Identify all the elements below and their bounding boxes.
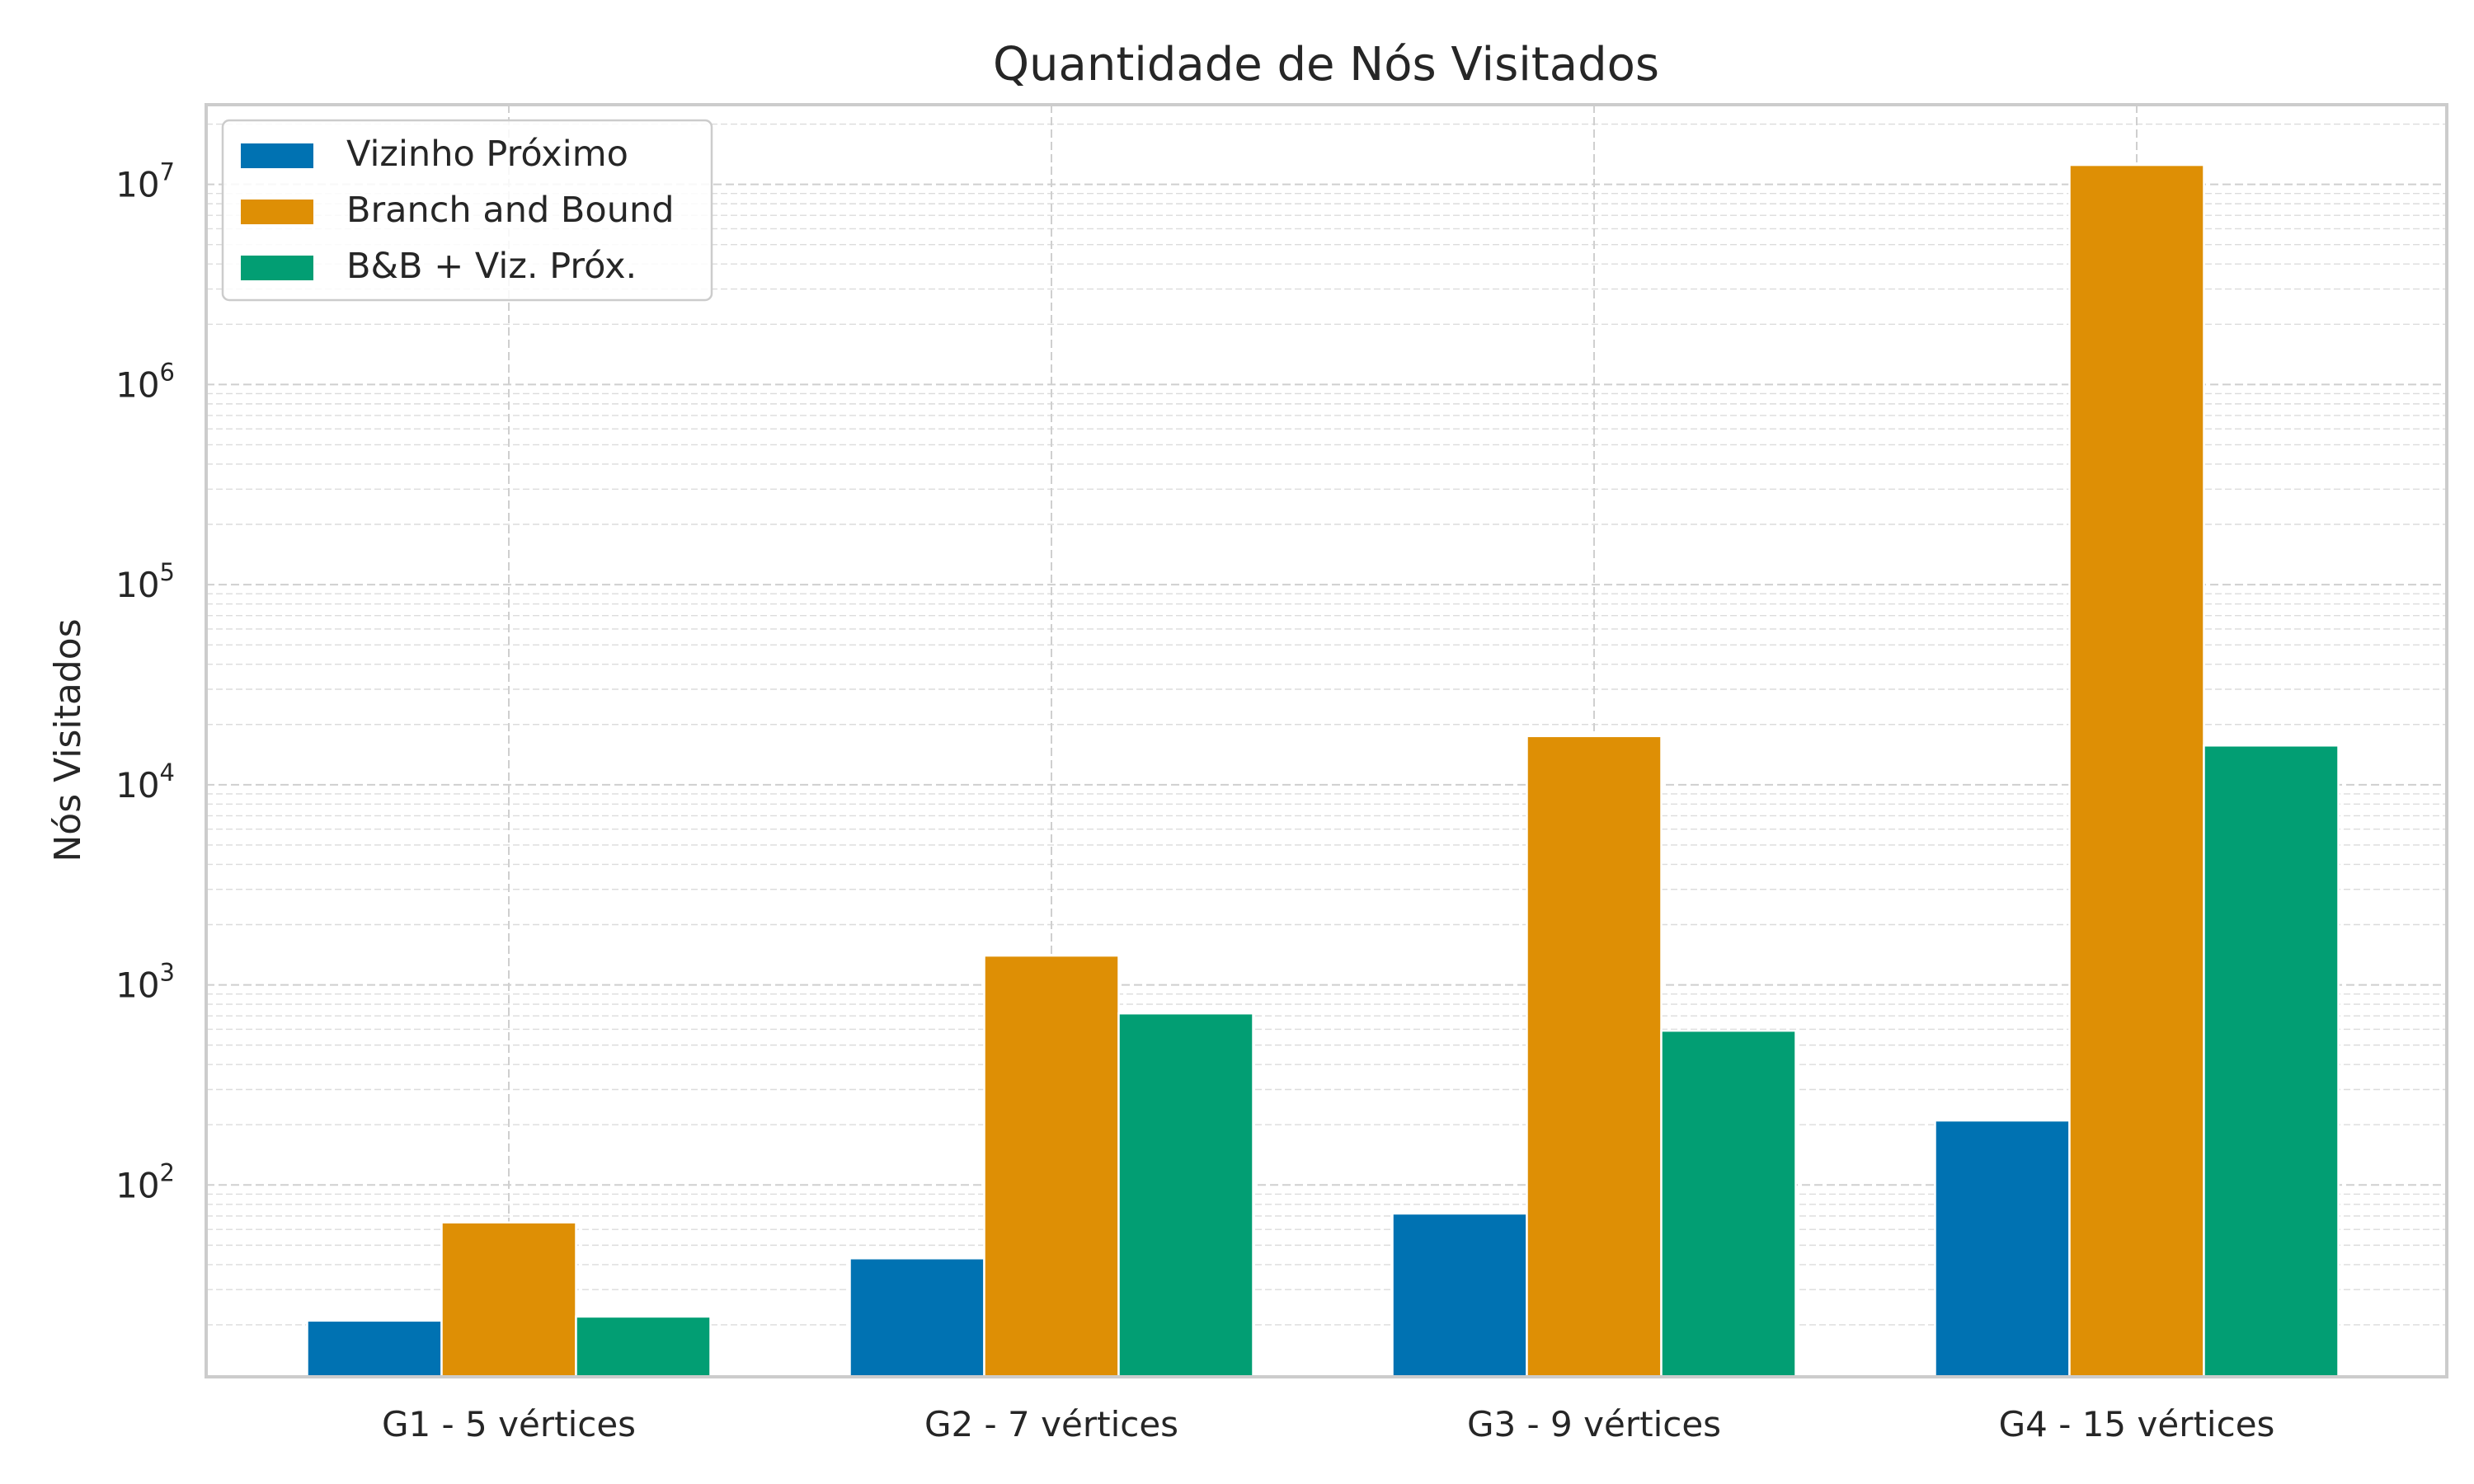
y-axis-ticks: 102 103 104 105 106 107 [115,158,175,1206]
bar-1-2 [849,1257,985,1378]
y-axis-label: Nós Visitados [47,618,89,862]
bar-1-4 [1934,1119,2071,1378]
bar-2-1 [440,1221,577,1378]
bar-3-2 [1117,1012,1254,1378]
y-tick-label: 107 [115,158,175,205]
legend-label: Branch and Bound [346,190,675,231]
legend-swatch [241,256,313,280]
legend-label: B&B + Viz. Próx. [346,246,637,287]
bars [306,163,2340,1378]
bar-1-1 [306,1319,443,1378]
x-tick-label: G4 - 15 vértices [1999,1404,2275,1444]
legend-label: Vizinho Próximo [346,134,628,175]
grid [206,105,2447,1377]
bar-3-4 [2203,744,2340,1378]
x-tick-label: G3 - 9 vértices [1467,1404,1721,1444]
x-tick-label: G2 - 7 vértices [924,1404,1178,1444]
x-tick-label: G1 - 5 vértices [382,1404,636,1444]
y-tick-label: 106 [115,358,175,405]
y-tick-label: 102 [115,1158,175,1205]
bar-3-3 [1660,1029,1797,1378]
legend-box [221,119,713,302]
bar-3-1 [575,1315,712,1378]
bar-2-3 [1526,735,1663,1378]
legend-swatch [241,200,313,224]
x-axis-ticks: G1 - 5 vértices G2 - 7 vértices G3 - 9 vér… [382,1404,2274,1444]
y-tick-label: 103 [115,959,175,1006]
bar-2-4 [2068,163,2205,1378]
y-tick-label: 104 [115,758,175,805]
y-tick-label: 105 [115,558,175,605]
bar-2-2 [983,954,1120,1378]
legend: Vizinho Próximo Branch and Bound B&B + Viz… [221,119,713,302]
bar-1-3 [1391,1212,1528,1378]
chart-title: Quantidade de Nós Visitados [993,38,1659,92]
plot-frame [205,103,2448,1378]
legend-swatch [241,143,313,168]
